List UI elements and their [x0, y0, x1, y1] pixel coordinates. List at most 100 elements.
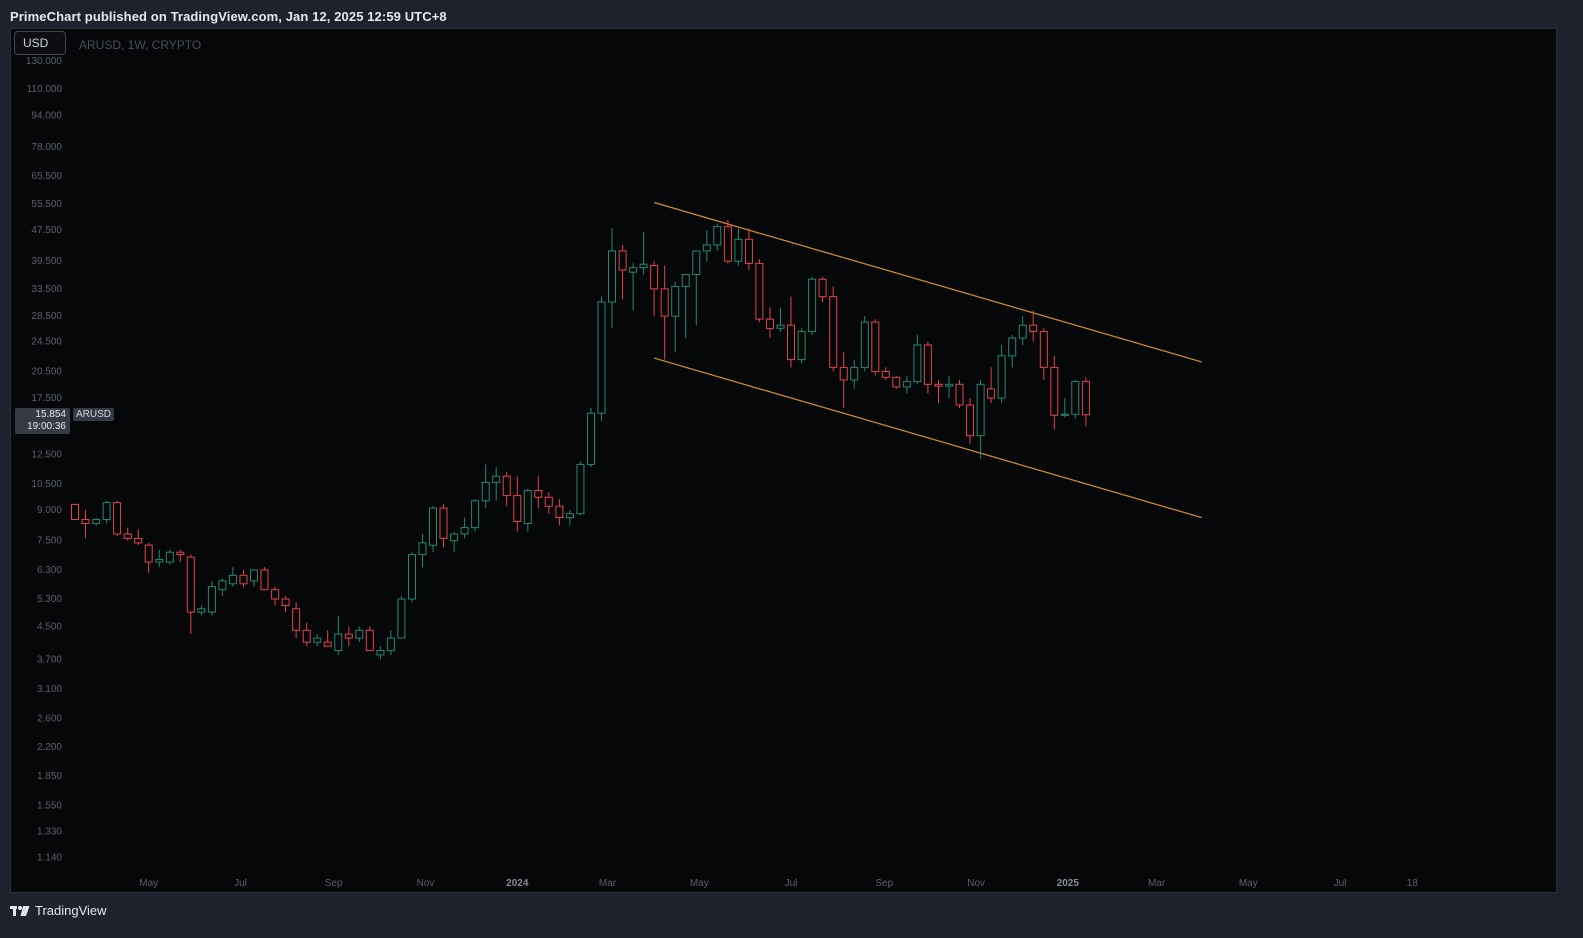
y-tick-label: 47.500	[31, 225, 62, 236]
candle-body	[555, 505, 564, 519]
tradingview-logo-icon[interactable]	[10, 905, 30, 917]
x-tick-label: Jul	[1334, 878, 1347, 889]
candle-body	[481, 481, 490, 502]
y-tick-label: 4.500	[37, 622, 62, 633]
x-tick-label: Jul	[785, 878, 798, 889]
candle-body	[723, 226, 732, 262]
candle-body	[207, 586, 216, 613]
footer: TradingView	[10, 903, 107, 918]
y-tick-label: 110.000	[27, 84, 63, 95]
candle-body	[1029, 324, 1038, 333]
candle-body	[313, 637, 322, 643]
candle-body	[713, 226, 722, 246]
y-tick-label: 7.500	[37, 536, 62, 547]
candle-body	[945, 383, 953, 387]
x-tick-label: May	[139, 878, 158, 889]
candle-body	[587, 412, 595, 465]
candle-body	[155, 559, 164, 563]
candle-body	[692, 250, 701, 275]
candle-body	[376, 650, 385, 656]
x-tick-label: 2024	[506, 878, 529, 889]
y-tick-label: 130.000	[26, 56, 63, 67]
y-tick-label: 3.100	[37, 684, 62, 695]
candle-body	[408, 554, 416, 600]
candle-body	[776, 324, 785, 329]
footer-brand: TradingView	[35, 903, 107, 918]
y-tick-label: 5.300	[37, 594, 62, 605]
bar-countdown: 19:00:36	[27, 421, 66, 432]
channel-line-upper	[653, 201, 1202, 363]
y-tick-label: 1.330	[37, 826, 62, 837]
candle-body	[565, 513, 574, 519]
y-tick-label: 65.500	[31, 171, 62, 182]
candle-body	[260, 569, 269, 591]
candle-body	[1071, 381, 1080, 415]
candle-body	[766, 318, 774, 329]
y-tick-label: 9.000	[37, 505, 62, 516]
candle-body	[228, 574, 237, 585]
candle-body	[966, 404, 974, 437]
y-tick-label: 3.700	[37, 654, 62, 665]
candle-body	[660, 288, 669, 317]
x-tick-label: Nov	[417, 878, 435, 889]
candle-body	[523, 490, 532, 524]
candle-body	[250, 569, 258, 582]
candle-body	[450, 533, 459, 542]
last-price-label: 15.854 19:00:36	[15, 408, 70, 434]
candle-body	[323, 641, 332, 647]
candle-body	[281, 598, 290, 606]
last-price-value: 15.854	[35, 409, 66, 420]
candle-body	[534, 490, 543, 498]
y-tick-label: 39.500	[31, 256, 62, 267]
candle-body	[544, 496, 553, 507]
candle-body	[881, 371, 890, 378]
candle-body	[681, 274, 690, 287]
candle-body	[165, 551, 174, 563]
candle-body	[102, 502, 111, 521]
candle-body	[839, 366, 848, 381]
candle-body	[787, 324, 795, 361]
x-tick-label: 2025	[1057, 878, 1080, 889]
y-tick-label: 78.000	[31, 142, 62, 153]
candle-body	[1018, 324, 1027, 339]
y-tick-label: 55.500	[31, 199, 62, 210]
x-tick-label: Sep	[325, 878, 343, 889]
y-tick-label: 2.600	[37, 714, 62, 725]
candle-body	[597, 301, 606, 414]
candle-body	[334, 633, 343, 651]
candle-body	[429, 507, 437, 546]
candle-body	[176, 551, 185, 556]
candle-body	[418, 542, 427, 556]
publish-header: PrimeChart published on TradingView.com,…	[10, 9, 447, 24]
x-tick-label: May	[1239, 878, 1258, 889]
y-tick-label: 17.500	[31, 393, 62, 404]
y-tick-label: 6.300	[37, 565, 62, 576]
candle-body	[439, 507, 448, 539]
x-tick-label: Mar	[599, 878, 617, 889]
candle-body	[1008, 337, 1017, 357]
candle-body	[397, 598, 406, 639]
y-tick-label: 24.500	[31, 337, 62, 348]
candle-body	[1060, 413, 1069, 416]
candle-body	[923, 344, 932, 385]
candle-body	[744, 238, 753, 264]
candle-body	[123, 533, 132, 539]
candle-body	[808, 278, 817, 333]
candle-body	[197, 608, 206, 613]
chart-panel[interactable]: 130.000 110.000 94.000 78.000 65.500 55.500 47…	[10, 28, 1557, 893]
x-tick-label: Sep	[875, 878, 893, 889]
candle-body	[502, 475, 511, 497]
chart-svg[interactable]: 130.000 110.000 94.000 78.000 65.500 55.500 47…	[11, 29, 1556, 892]
candle-body	[186, 556, 195, 613]
candle-body	[797, 331, 806, 361]
candle-body	[734, 238, 743, 262]
x-tick-label: May	[690, 878, 709, 889]
symbol-tag: ARUSD	[73, 408, 115, 421]
candle-body	[987, 388, 996, 399]
x-tick-label: Jul	[234, 878, 247, 889]
candle-body	[144, 544, 153, 563]
x-tick-label: Mar	[1148, 878, 1166, 889]
candle-body	[344, 633, 353, 639]
candle-body	[892, 376, 901, 388]
currency-button[interactable]: USD	[14, 31, 66, 55]
